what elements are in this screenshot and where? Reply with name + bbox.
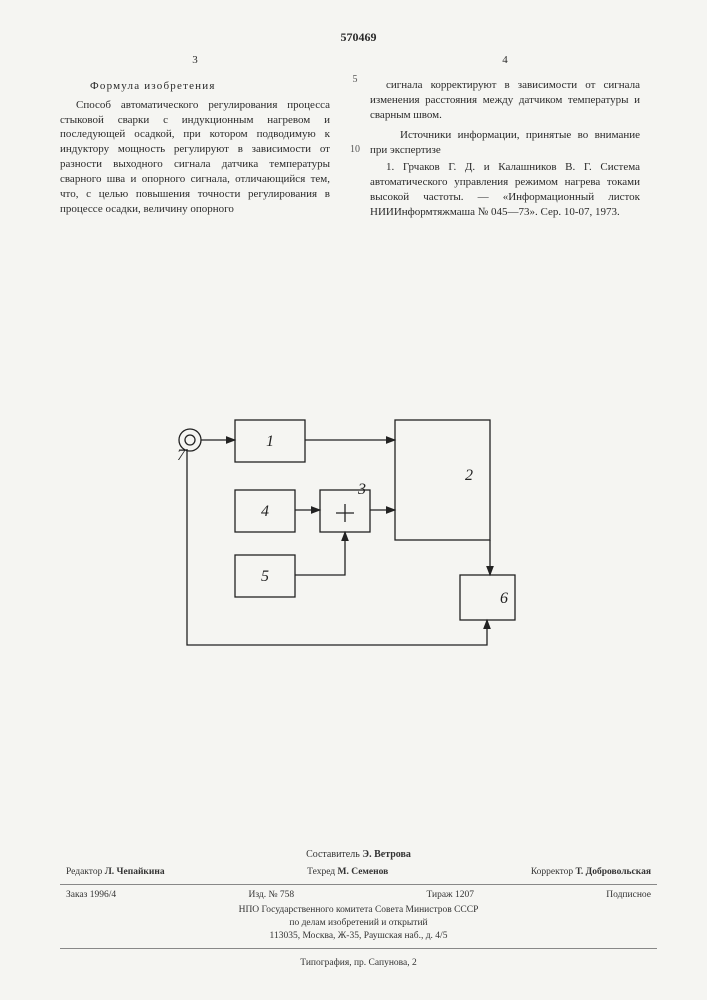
svg-text:7: 7 [177, 447, 186, 464]
editor-label: Редактор [66, 867, 102, 877]
left-paragraph: Способ автоматического регулирования про… [60, 98, 330, 217]
publisher-line-2: по делам изобретений и открытий [60, 917, 657, 930]
right-paragraph-1: сигнала корректируют в зависимости от си… [370, 78, 640, 123]
compiler-label: Составитель [306, 849, 360, 860]
right-paragraph-2: 1. Грчаков Г. Д. и Калашников В. Г. Сист… [370, 160, 640, 219]
line-mark: 5 [345, 73, 365, 87]
footer-colophon: Составитель Э. Ветрова Редактор Л. Чепай… [60, 848, 657, 970]
typography-line: Типография, пр. Сапунова, 2 [60, 957, 657, 970]
svg-text:2: 2 [465, 467, 473, 484]
publisher-address: 113035, Москва, Ж-35, Раушская наб., д. … [60, 930, 657, 943]
izd-number: Изд. № 758 [248, 889, 294, 902]
footer-divider-2 [60, 948, 657, 949]
document-number: 570469 [60, 30, 657, 45]
techred-name: М. Семенов [338, 867, 389, 877]
svg-text:3: 3 [357, 481, 366, 498]
corrector-label: Корректор [531, 867, 573, 877]
line-number-marks: 5 10 [345, 73, 365, 212]
column-number-left: 3 [60, 53, 330, 68]
svg-text:1: 1 [266, 433, 274, 450]
block-diagram: 1 2 3 4 5 6 7 [120, 390, 560, 700]
svg-text:4: 4 [261, 503, 269, 520]
order-number: Заказ 1996/4 [66, 889, 116, 902]
column-number-right: 4 [370, 53, 640, 68]
svg-text:6: 6 [500, 590, 508, 607]
svg-text:5: 5 [261, 568, 269, 585]
footer-divider [60, 884, 657, 885]
tirazh: Тираж 1207 [426, 889, 474, 902]
claim-title: Формула изобретения [60, 79, 330, 94]
corrector-name: Т. Добровольская [576, 867, 651, 877]
podpisnoe: Подписное [606, 889, 651, 902]
publisher-line-1: НПО Государственного комитета Совета Мин… [60, 904, 657, 917]
techred-label: Техред [307, 867, 335, 877]
compiler-name: Э. Ветрова [362, 849, 411, 860]
editor-name: Л. Чепайкина [105, 867, 165, 877]
line-mark: 10 [345, 143, 365, 157]
sources-title: Источники информации, принятые во вниман… [370, 128, 640, 158]
